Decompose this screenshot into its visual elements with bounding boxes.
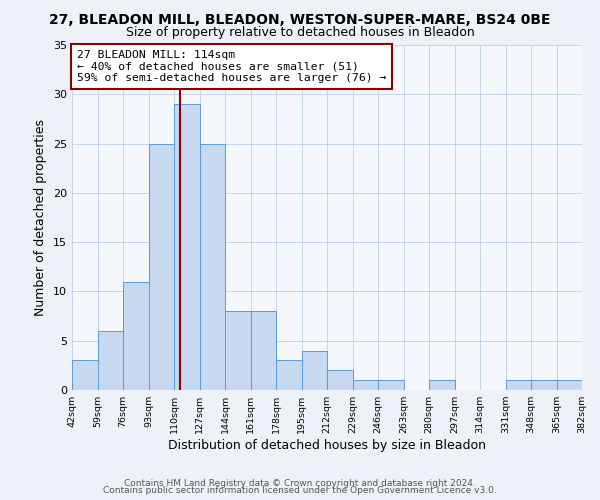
Text: Size of property relative to detached houses in Bleadon: Size of property relative to detached ho… (125, 26, 475, 39)
Bar (251, 311, 276, 390)
Bar (276, 360, 302, 390)
Bar (378, 380, 404, 390)
Text: Contains public sector information licensed under the Open Government Licence v3: Contains public sector information licen… (103, 486, 497, 495)
Bar (123, 282, 149, 390)
X-axis label: Distribution of detached houses by size in Bleadon: Distribution of detached houses by size … (168, 439, 486, 452)
Bar (505, 380, 531, 390)
Text: Contains HM Land Registry data © Crown copyright and database right 2024.: Contains HM Land Registry data © Crown c… (124, 478, 476, 488)
Bar (174, 104, 199, 390)
Bar (302, 350, 327, 390)
Bar (72, 360, 97, 390)
Bar (531, 380, 557, 390)
Bar (149, 144, 174, 390)
Bar (225, 311, 251, 390)
Text: 27, BLEADON MILL, BLEADON, WESTON-SUPER-MARE, BS24 0BE: 27, BLEADON MILL, BLEADON, WESTON-SUPER-… (49, 12, 551, 26)
Bar (557, 380, 582, 390)
Text: 27 BLEADON MILL: 114sqm
← 40% of detached houses are smaller (51)
59% of semi-de: 27 BLEADON MILL: 114sqm ← 40% of detache… (77, 50, 386, 84)
Bar (353, 380, 378, 390)
Bar (327, 370, 353, 390)
Bar (199, 144, 225, 390)
Y-axis label: Number of detached properties: Number of detached properties (34, 119, 47, 316)
Bar (429, 380, 455, 390)
Bar (97, 331, 123, 390)
